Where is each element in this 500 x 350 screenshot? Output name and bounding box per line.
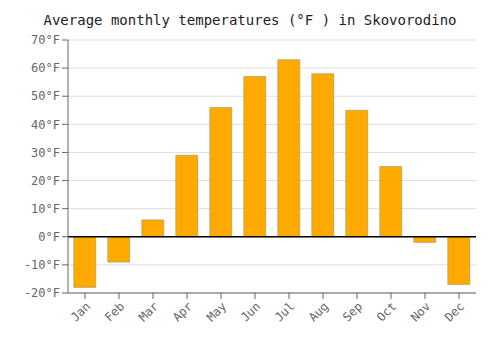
svg-text:70°F: 70°F xyxy=(31,33,60,47)
svg-text:May: May xyxy=(204,299,229,324)
svg-text:Jan: Jan xyxy=(68,299,93,324)
svg-text:Oct: Oct xyxy=(374,299,399,324)
svg-text:30°F: 30°F xyxy=(31,146,60,160)
svg-text:Dec: Dec xyxy=(442,299,467,324)
svg-text:Nov: Nov xyxy=(408,299,433,324)
svg-text:0°F: 0°F xyxy=(38,230,60,244)
svg-text:Jun: Jun xyxy=(238,299,263,324)
svg-text:20°F: 20°F xyxy=(31,174,60,188)
svg-text:60°F: 60°F xyxy=(31,61,60,75)
svg-text:Sep: Sep xyxy=(340,299,365,324)
svg-text:Aug: Aug xyxy=(306,299,331,324)
svg-text:-10°F: -10°F xyxy=(24,258,60,272)
svg-text:Apr: Apr xyxy=(170,299,195,324)
svg-text:Jul: Jul xyxy=(272,299,297,324)
svg-text:Mar: Mar xyxy=(136,299,161,324)
svg-text:Feb: Feb xyxy=(102,299,127,324)
svg-text:50°F: 50°F xyxy=(31,89,60,103)
svg-text:-20°F: -20°F xyxy=(24,286,60,300)
svg-text:40°F: 40°F xyxy=(31,118,60,132)
svg-text:10°F: 10°F xyxy=(31,202,60,216)
html-text:Average monthly temperatures (: Average monthly temperatures (°F ) in Sk… xyxy=(43,12,457,28)
